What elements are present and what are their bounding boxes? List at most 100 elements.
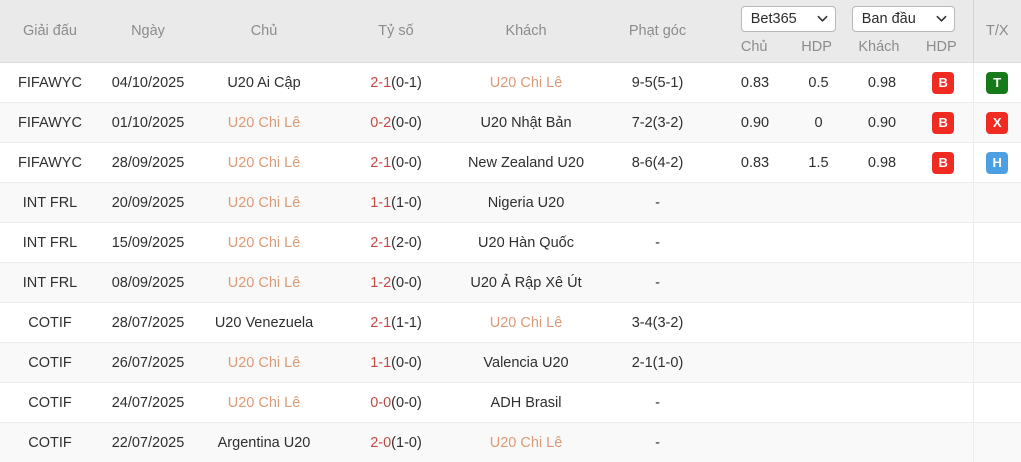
cell-odd-away xyxy=(850,262,914,303)
cell-home-team[interactable]: U20 Chi Lê xyxy=(196,142,332,183)
table-body: FIFAWYC 04/10/2025 U20 Ai Cập 2-1(0-1) U20 C… xyxy=(0,62,1021,462)
cell-score[interactable]: 1-2(0-0) xyxy=(332,262,460,303)
column-header-corners-label: Phạt góc xyxy=(628,23,687,39)
cell-away-team[interactable]: New Zealand U20 xyxy=(460,142,592,183)
column-header-corners[interactable]: Phạt góc xyxy=(592,0,723,63)
sub-column-header-hdp-2[interactable]: HDP xyxy=(926,38,957,55)
cell-odd-hdp xyxy=(787,342,850,383)
cell-hdp-badge xyxy=(914,262,973,303)
cell-home-team[interactable]: U20 Chi Lê xyxy=(196,342,332,383)
sub-column-header-home[interactable]: Chủ xyxy=(740,38,768,55)
cell-league: COTIF xyxy=(0,382,100,423)
table-row[interactable]: FIFAWYC 28/09/2025 U20 Chi Lê 2-1(0-0) New Z… xyxy=(0,142,1021,183)
cell-score[interactable]: 2-1(0-1) xyxy=(332,62,460,103)
cell-score[interactable]: 2-1(1-1) xyxy=(332,302,460,343)
cell-odd-away xyxy=(850,422,914,462)
away-team-label: U20 Chi Lê xyxy=(489,74,563,91)
cell-score[interactable]: 0-0(0-0) xyxy=(332,382,460,423)
cell-tx-badge xyxy=(972,222,1021,263)
column-header-away[interactable]: Khách xyxy=(460,0,592,63)
table-row[interactable]: INT FRL 08/09/2025 U20 Chi Lê 1-2(0-0) U20 Ả… xyxy=(0,262,1021,303)
phase-select[interactable]: Ban đầu xyxy=(851,5,955,32)
cell-odd-hdp xyxy=(787,302,850,343)
cell-away-team[interactable]: ADH Brasil xyxy=(460,382,592,423)
cell-date: 08/09/2025 xyxy=(100,262,196,303)
cell-away-team[interactable]: Nigeria U20 xyxy=(460,182,592,223)
cell-date: 20/09/2025 xyxy=(100,182,196,223)
cell-home-team[interactable]: Argentina U20 xyxy=(196,422,332,462)
cell-score[interactable]: 2-1(2-0) xyxy=(332,222,460,263)
cell-odd-away: 0.98 xyxy=(850,62,914,103)
cell-score[interactable]: 0-2(0-0) xyxy=(332,102,460,143)
cell-league: COTIF xyxy=(0,302,100,343)
cell-away-team[interactable]: U20 Chi Lê xyxy=(460,302,592,343)
cell-home-team[interactable]: U20 Chi Lê xyxy=(196,222,332,263)
cell-score[interactable]: 1-1(1-0) xyxy=(332,182,460,223)
score-halftime: (1-0) xyxy=(391,194,422,211)
cell-away-team[interactable]: U20 Chi Lê xyxy=(460,422,592,462)
cell-league: COTIF xyxy=(0,342,100,383)
cell-home-team[interactable]: U20 Venezuela xyxy=(196,302,332,343)
cell-hdp-badge xyxy=(914,382,973,423)
table-row[interactable]: COTIF 22/07/2025 Argentina U20 2-0(1-0) U20 … xyxy=(0,422,1021,462)
cell-odd-home: 0.90 xyxy=(723,102,787,143)
cell-odd-hdp xyxy=(787,422,850,462)
cell-home-team[interactable]: U20 Chi Lê xyxy=(196,182,332,223)
cell-date: 01/10/2025 xyxy=(100,102,196,143)
score-fulltime: 1-2 xyxy=(370,274,392,291)
bookmaker-select-value: Bet365 xyxy=(750,10,797,27)
table-row[interactable]: COTIF 28/07/2025 U20 Venezuela 2-1(1-1) U20 … xyxy=(0,302,1021,343)
cell-odd-away xyxy=(850,182,914,223)
cell-score[interactable]: 2-1(0-0) xyxy=(332,142,460,183)
cell-home-team[interactable]: U20 Chi Lê xyxy=(196,382,332,423)
sub-column-header-away[interactable]: Khách xyxy=(858,38,900,55)
home-team-label: Argentina U20 xyxy=(217,434,311,451)
cell-odd-home xyxy=(723,342,787,383)
cell-odd-hdp xyxy=(787,222,850,263)
cell-home-team[interactable]: U20 Chi Lê xyxy=(196,262,332,303)
cell-home-team[interactable]: U20 Chi Lê xyxy=(196,102,332,143)
column-header-league[interactable]: Giải đấu xyxy=(0,0,100,63)
table-row[interactable]: COTIF 26/07/2025 U20 Chi Lê 1-1(0-0) Valenci… xyxy=(0,342,1021,383)
cell-corners: 9-5(5-1) xyxy=(592,62,723,103)
tx-result-badge: H xyxy=(986,151,1009,174)
cell-odd-hdp: 1.5 xyxy=(787,142,850,183)
column-header-tx[interactable]: T/X xyxy=(972,0,1021,63)
cell-away-team[interactable]: Valencia U20 xyxy=(460,342,592,383)
empty-value: - xyxy=(655,194,660,211)
cell-league: INT FRL xyxy=(0,222,100,263)
column-header-date[interactable]: Ngày xyxy=(100,0,196,63)
column-header-score[interactable]: Tỷ số xyxy=(332,0,460,63)
cell-tx-badge xyxy=(972,382,1021,423)
home-team-label: U20 Chi Lê xyxy=(227,114,301,131)
cell-date: 28/07/2025 xyxy=(100,302,196,343)
table-row[interactable]: FIFAWYC 04/10/2025 U20 Ai Cập 2-1(0-1) U20 C… xyxy=(0,62,1021,103)
cell-corners: - xyxy=(592,222,723,263)
cell-hdp-badge: B xyxy=(914,62,973,103)
odds-sub-headers: Chủ HDP Khách HDP xyxy=(723,36,973,58)
cell-score[interactable]: 1-1(0-0) xyxy=(332,342,460,383)
cell-hdp-badge xyxy=(914,182,973,223)
cell-away-team[interactable]: U20 Hàn Quốc xyxy=(460,222,592,263)
table-row[interactable]: INT FRL 15/09/2025 U20 Chi Lê 2-1(2-0) U20 H… xyxy=(0,222,1021,263)
cell-away-team[interactable]: U20 Chi Lê xyxy=(460,62,592,103)
column-header-home[interactable]: Chủ xyxy=(196,0,332,63)
table-row[interactable]: FIFAWYC 01/10/2025 U20 Chi Lê 0-2(0-0) U20 N… xyxy=(0,102,1021,143)
cell-score[interactable]: 2-0(1-0) xyxy=(332,422,460,462)
away-team-label: Nigeria U20 xyxy=(487,194,565,211)
cell-hdp-badge xyxy=(914,222,973,263)
cell-odd-home: 0.83 xyxy=(723,142,787,183)
bookmaker-select[interactable]: Bet365 xyxy=(740,5,836,32)
cell-date: 15/09/2025 xyxy=(100,222,196,263)
score-halftime: (0-0) xyxy=(391,274,422,291)
cell-away-team[interactable]: U20 Ả Rập Xê Út xyxy=(460,262,592,303)
chevron-down-icon xyxy=(936,13,947,24)
cell-odd-home xyxy=(723,422,787,462)
cell-tx-badge xyxy=(972,342,1021,383)
sub-column-header-hdp-1[interactable]: HDP xyxy=(801,38,832,55)
table-row[interactable]: COTIF 24/07/2025 U20 Chi Lê 0-0(0-0) ADH Bra… xyxy=(0,382,1021,423)
cell-home-team[interactable]: U20 Ai Cập xyxy=(196,62,332,103)
table-row[interactable]: INT FRL 20/09/2025 U20 Chi Lê 1-1(1-0) Niger… xyxy=(0,182,1021,223)
cell-away-team[interactable]: U20 Nhật Bản xyxy=(460,102,592,143)
